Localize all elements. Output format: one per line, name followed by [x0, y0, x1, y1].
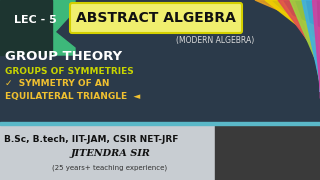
Polygon shape	[290, 0, 320, 83]
Text: EQUILATERAL TRIANGLE  ◄: EQUILATERAL TRIANGLE ◄	[5, 93, 140, 102]
FancyBboxPatch shape	[70, 3, 242, 33]
Bar	[0, 0, 320, 125]
Text: (MODERN ALGEBRA): (MODERN ALGEBRA)	[176, 35, 254, 44]
Text: GROUPS OF SYMMETRIES: GROUPS OF SYMMETRIES	[5, 66, 134, 75]
Bar	[0, 122, 320, 125]
Polygon shape	[302, 0, 320, 92]
Polygon shape	[255, 0, 320, 45]
Text: JITENDRA SIR: JITENDRA SIR	[70, 150, 150, 159]
Polygon shape	[312, 0, 320, 98]
Bar	[0, 125, 220, 180]
Polygon shape	[0, 0, 75, 55]
Polygon shape	[265, 0, 320, 60]
Text: ABSTRACT ALGEBRA: ABSTRACT ALGEBRA	[76, 11, 236, 25]
Text: LEC - 5: LEC - 5	[14, 15, 57, 25]
Text: GROUP THEORY: GROUP THEORY	[5, 50, 122, 62]
Polygon shape	[0, 0, 52, 55]
Polygon shape	[278, 0, 320, 72]
Text: (25 years+ teaching experience): (25 years+ teaching experience)	[52, 165, 168, 171]
Text: ✓  SYMMETRY OF AN: ✓ SYMMETRY OF AN	[5, 80, 109, 89]
Bar	[215, 125, 320, 180]
Bar	[0, 125, 220, 180]
Text: B.Sc, B.tech, IIT-JAM, CSIR NET-JRF: B.Sc, B.tech, IIT-JAM, CSIR NET-JRF	[4, 134, 178, 143]
